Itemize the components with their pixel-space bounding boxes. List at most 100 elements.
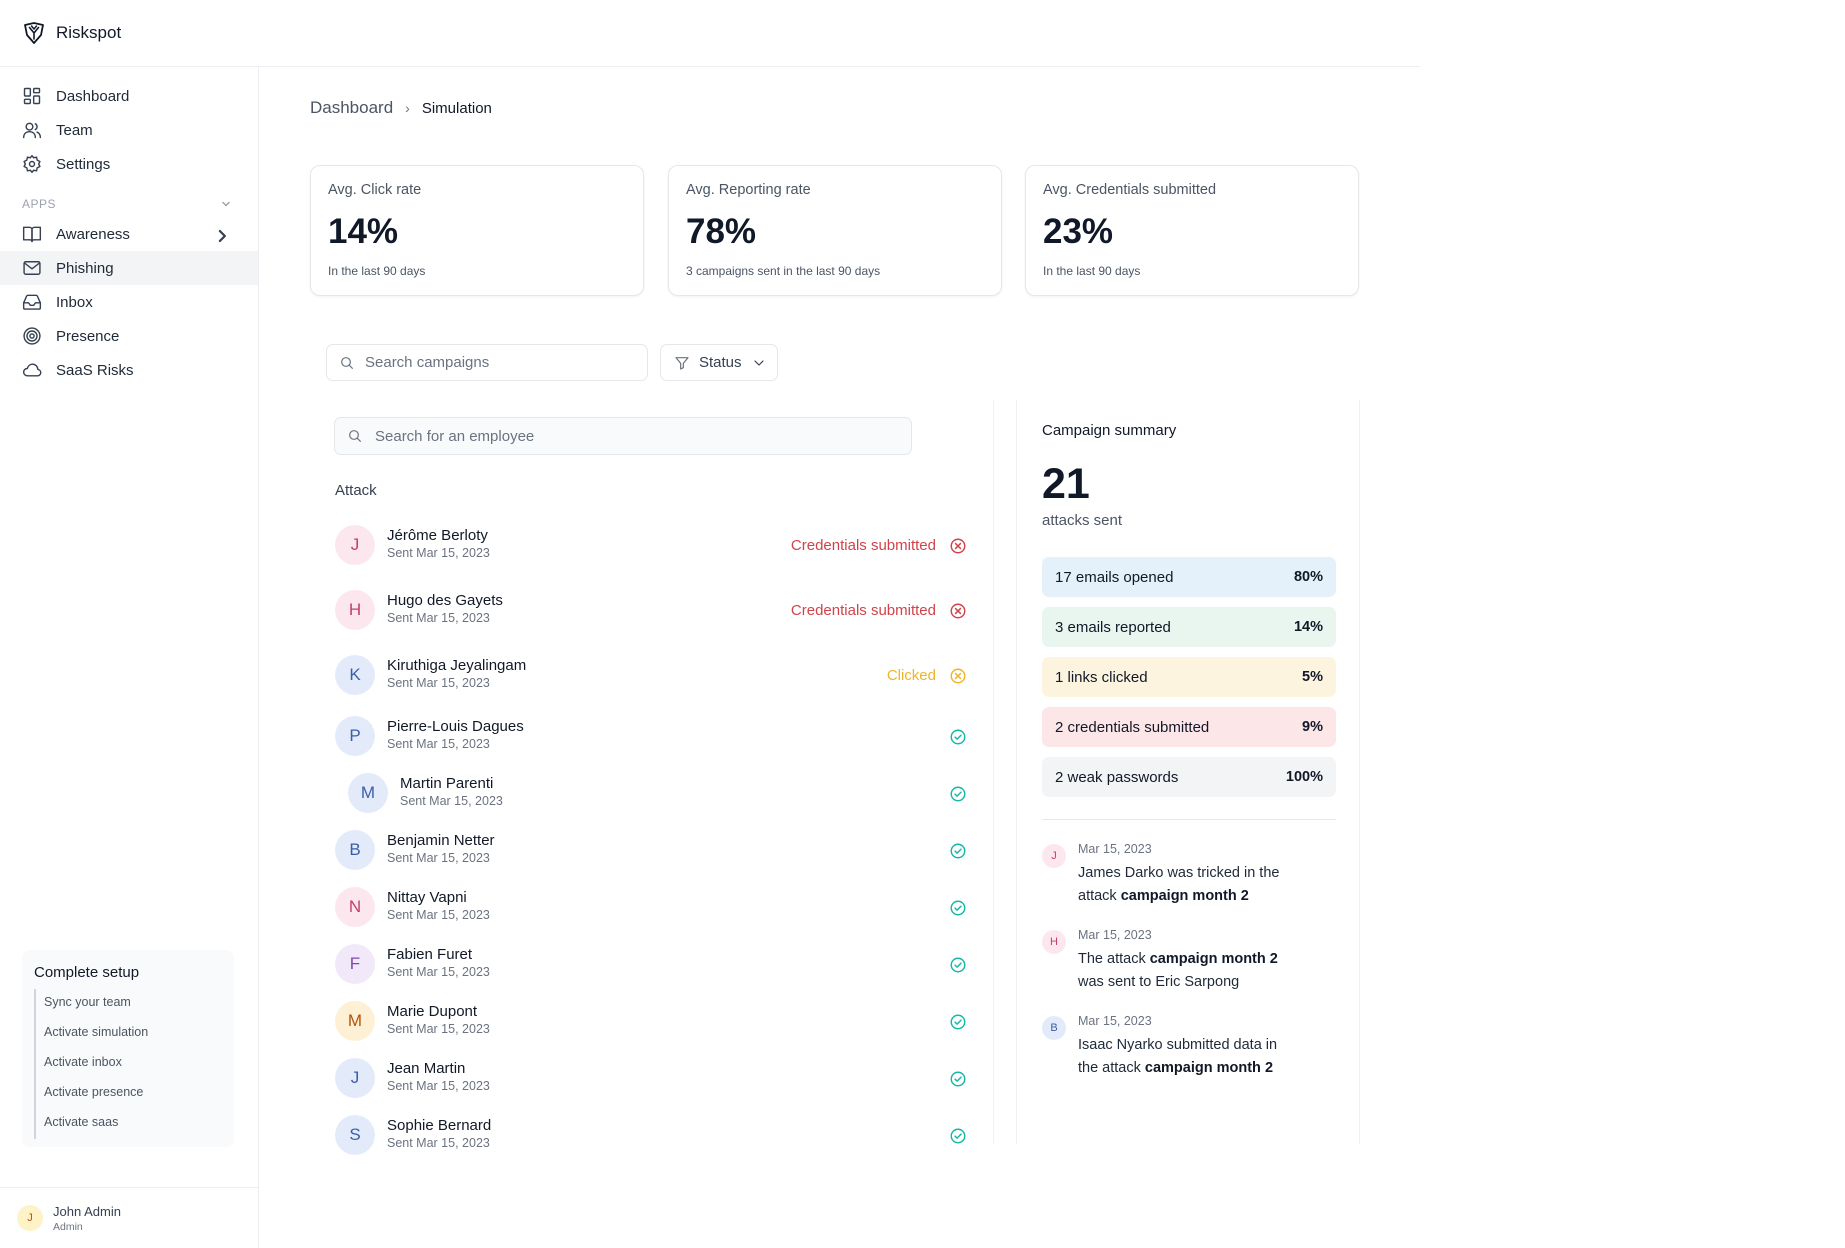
setup-step-sync-team[interactable]: Sync your team bbox=[34, 989, 222, 1019]
check-circle-icon bbox=[950, 729, 966, 745]
setup-step-activate-saas[interactable]: Activate saas bbox=[34, 1109, 222, 1139]
activity-text: The attack campaign month 2 was sent to … bbox=[1078, 948, 1278, 994]
check-circle-icon bbox=[950, 900, 966, 916]
list-item[interactable]: M Marie Dupont Sent Mar 15, 2023 bbox=[335, 999, 984, 1043]
chevron-down-icon[interactable] bbox=[220, 198, 232, 210]
avatar: H bbox=[335, 590, 375, 630]
employee-name: Martin Parenti bbox=[400, 775, 494, 792]
setup-step-activate-inbox[interactable]: Activate inbox bbox=[34, 1049, 222, 1079]
cloud-icon bbox=[22, 363, 42, 377]
mail-icon bbox=[23, 261, 41, 275]
check-circle-icon bbox=[950, 957, 966, 973]
stat-label: Avg. Reporting rate bbox=[686, 182, 811, 198]
employee-name: Sophie Bernard bbox=[387, 1117, 492, 1134]
stat-label: Avg. Click rate bbox=[328, 182, 422, 198]
sidebar-item-team[interactable]: Team bbox=[0, 113, 258, 147]
sidebar-item-phishing[interactable]: Phishing bbox=[0, 251, 258, 285]
employee-name: Kiruthiga Jeyalingam bbox=[387, 657, 527, 674]
list-item[interactable]: S Sophie Bernard Sent Mar 15, 2023 bbox=[335, 1113, 984, 1157]
search-campaigns-input[interactable] bbox=[365, 354, 625, 371]
list-item[interactable]: N Nittay Vapni Sent Mar 15, 2023 bbox=[335, 885, 984, 929]
breadcrumb-current: Simulation bbox=[421, 99, 492, 117]
avatar: K bbox=[335, 655, 375, 695]
activity-campaign-link[interactable]: campaign month 2 bbox=[1149, 951, 1278, 967]
activity-text: Isaac Nyarko submitted data in the attac… bbox=[1078, 1034, 1300, 1080]
employee-name: Benjamin Netter bbox=[387, 832, 495, 849]
stat-card-credentials-submitted: Avg. Credentials submitted 23% In the la… bbox=[1025, 165, 1359, 296]
employee-name: Hugo des Gayets bbox=[387, 592, 503, 609]
check-circle-icon bbox=[950, 1071, 966, 1087]
employee-name: Pierre-Louis Dagues bbox=[387, 718, 524, 735]
summary-pill-credentials-submitted: 2 credentials submitted 9% bbox=[1042, 707, 1336, 747]
list-item[interactable]: J Jérôme Berloty Sent Mar 15, 2023 Crede… bbox=[335, 523, 984, 567]
list-item[interactable]: M Martin Parenti Sent Mar 15, 2023 bbox=[335, 771, 984, 815]
stat-subtext: 3 campaigns sent in the last 90 days bbox=[686, 264, 881, 278]
activity-campaign-link[interactable]: campaign month 2 bbox=[1120, 888, 1249, 904]
list-item[interactable]: H Hugo des Gayets Sent Mar 15, 2023 Cred… bbox=[335, 588, 984, 632]
list-item[interactable]: J Jean Martin Sent Mar 15, 2023 bbox=[335, 1056, 984, 1100]
sent-date: Sent Mar 15, 2023 bbox=[387, 611, 490, 625]
search-campaigns-box bbox=[326, 344, 648, 381]
status-label: Credentials submitted bbox=[790, 537, 936, 554]
summary-title: Campaign summary bbox=[1042, 422, 1177, 439]
sidebar-item-saas-risks[interactable]: SaaS Risks bbox=[0, 353, 258, 387]
employee-name: Nittay Vapni bbox=[387, 889, 467, 906]
avatar: J bbox=[335, 525, 375, 565]
sent-date: Sent Mar 15, 2023 bbox=[387, 1079, 490, 1093]
status-filter-button[interactable]: Status bbox=[660, 344, 778, 381]
sidebar-item-awareness[interactable]: Awareness bbox=[0, 217, 258, 251]
list-item[interactable]: K Kiruthiga Jeyalingam Sent Mar 15, 2023… bbox=[335, 653, 984, 697]
list-item[interactable]: P Pierre-Louis Dagues Sent Mar 15, 2023 bbox=[335, 714, 984, 758]
activity-text-pre: The attack bbox=[1078, 951, 1150, 967]
pill-label: 17 emails opened bbox=[1055, 568, 1174, 586]
riskspot-logo-icon bbox=[24, 22, 44, 44]
sidebar-item-settings[interactable]: Settings bbox=[0, 147, 258, 181]
check-circle-icon bbox=[950, 1014, 966, 1030]
breadcrumb-dashboard-link[interactable]: Dashboard bbox=[310, 98, 394, 117]
avatar: F bbox=[335, 944, 375, 984]
setup-title: Complete setup bbox=[34, 964, 140, 981]
pill-label: 2 weak passwords bbox=[1055, 768, 1179, 786]
stat-value: 23% bbox=[1043, 212, 1114, 251]
pill-value: 100% bbox=[1285, 769, 1323, 785]
avatar: N bbox=[335, 887, 375, 927]
stat-card-reporting-rate: Avg. Reporting rate 78% 3 campaigns sent… bbox=[668, 165, 1002, 296]
sidebar-item-label: Awareness bbox=[56, 225, 130, 243]
stat-subtext: In the last 90 days bbox=[328, 264, 426, 278]
dashboard-icon bbox=[23, 87, 41, 105]
avatar: H bbox=[1042, 930, 1066, 954]
pill-label: 3 emails reported bbox=[1055, 618, 1171, 636]
employee-search-input[interactable] bbox=[375, 427, 875, 445]
sidebar-item-inbox[interactable]: Inbox bbox=[0, 285, 258, 319]
activity-campaign-link[interactable]: campaign month 2 bbox=[1144, 1060, 1274, 1076]
summary-pill-weak-passwords: 2 weak passwords 100% bbox=[1042, 757, 1336, 797]
sidebar-item-label: Inbox bbox=[56, 293, 93, 311]
sent-date: Sent Mar 15, 2023 bbox=[387, 851, 490, 865]
app-logo[interactable]: Riskspot bbox=[22, 21, 121, 45]
sidebar-item-label: Team bbox=[56, 121, 93, 139]
attacks-sent-label: attacks sent bbox=[1042, 512, 1123, 529]
employee-name: Marie Dupont bbox=[387, 1003, 478, 1020]
sidebar-item-label: Presence bbox=[56, 327, 120, 345]
sidebar-item-presence[interactable]: Presence bbox=[0, 319, 258, 353]
avatar: B bbox=[335, 830, 375, 870]
avatar: S bbox=[335, 1115, 375, 1155]
book-icon bbox=[22, 226, 42, 243]
status-label: Clicked bbox=[886, 667, 936, 684]
chevron-down-icon bbox=[753, 359, 764, 366]
list-item[interactable]: B Benjamin Netter Sent Mar 15, 2023 bbox=[335, 828, 984, 872]
sidebar-item-dashboard[interactable]: Dashboard bbox=[0, 79, 258, 113]
sidebar-item-label: Settings bbox=[56, 155, 111, 173]
sent-date: Sent Mar 15, 2023 bbox=[387, 1022, 490, 1036]
pill-label: 2 credentials submitted bbox=[1055, 718, 1210, 736]
sent-date: Sent Mar 15, 2023 bbox=[387, 737, 490, 751]
activity-text: James Darko was tricked in the attack ca… bbox=[1078, 862, 1318, 908]
x-circle-icon bbox=[950, 668, 966, 684]
pill-value: 5% bbox=[1302, 669, 1323, 685]
stat-label: Avg. Credentials submitted bbox=[1043, 182, 1217, 198]
search-icon bbox=[341, 356, 353, 369]
list-item[interactable]: F Fabien Furet Sent Mar 15, 2023 bbox=[335, 942, 984, 986]
setup-step-activate-simulation[interactable]: Activate simulation bbox=[34, 1019, 222, 1049]
setup-step-activate-presence[interactable]: Activate presence bbox=[34, 1079, 222, 1109]
user-menu[interactable]: J John Admin Admin bbox=[0, 1187, 258, 1248]
